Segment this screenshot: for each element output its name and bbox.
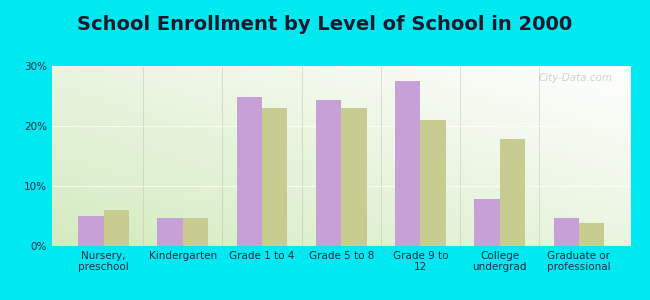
Bar — [421, 120, 446, 246]
Bar — [500, 139, 525, 246]
Bar — [103, 210, 129, 246]
Bar — [474, 199, 500, 246]
Bar — [341, 108, 367, 246]
Text: School Enrollment by Level of School in 2000: School Enrollment by Level of School in … — [77, 14, 573, 34]
Bar — [554, 218, 579, 246]
Bar — [78, 216, 103, 246]
Bar — [579, 223, 604, 246]
Bar — [395, 81, 421, 246]
Bar — [316, 100, 341, 246]
Bar — [183, 218, 208, 246]
Text: City-Data.com: City-Data.com — [539, 73, 613, 83]
Bar — [157, 218, 183, 246]
Bar — [237, 97, 262, 246]
Bar — [262, 108, 287, 246]
